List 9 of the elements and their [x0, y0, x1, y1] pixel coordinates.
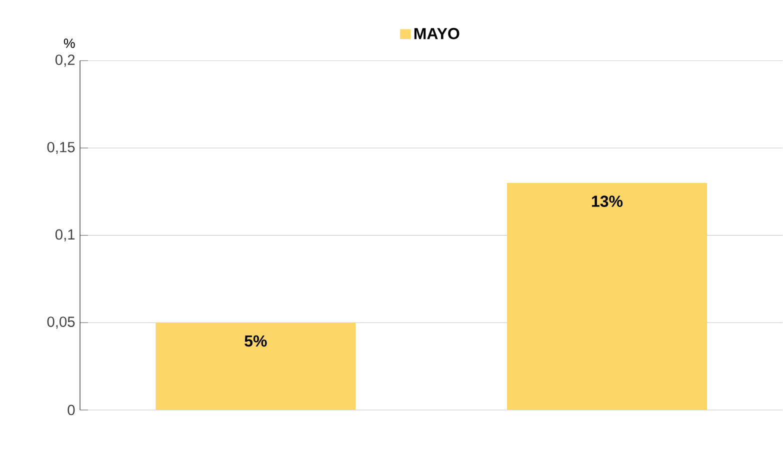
- y-axis-title: %: [64, 38, 75, 48]
- y-tick-label: 0,1: [55, 229, 75, 242]
- y-tick-label: 0,15: [47, 142, 75, 154]
- y-tick-label: 0,2: [55, 54, 75, 67]
- y-tick-label: 0: [68, 404, 75, 416]
- legend-label: MAYO: [414, 28, 460, 40]
- data-label: 5%: [244, 335, 267, 347]
- y-tick-label: 0,05: [47, 316, 75, 329]
- data-label: 13%: [592, 196, 623, 207]
